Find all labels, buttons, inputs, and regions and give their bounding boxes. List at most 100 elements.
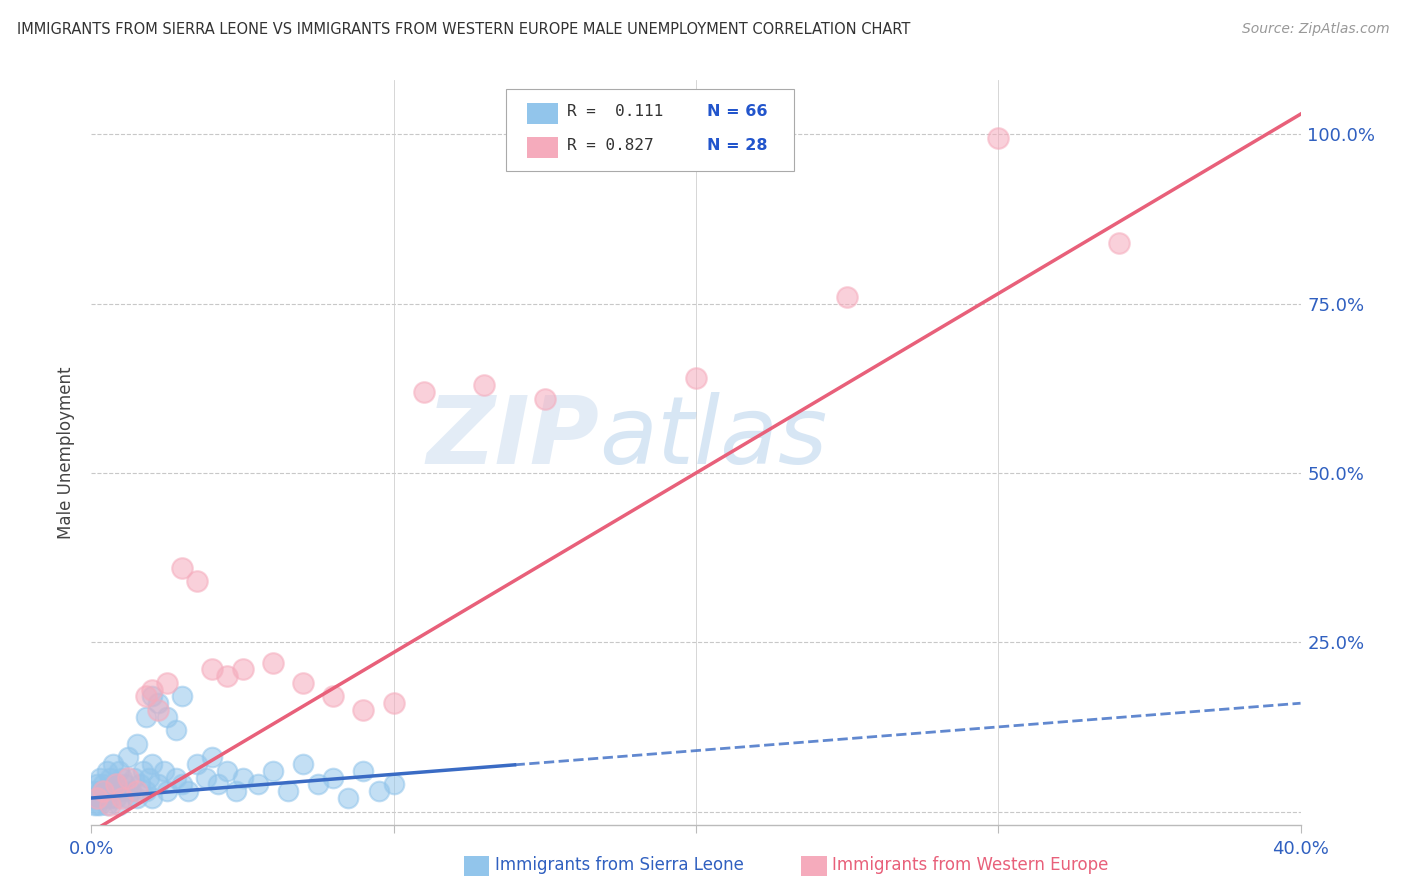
Point xyxy=(186,757,208,772)
Point xyxy=(132,764,155,778)
Point xyxy=(172,777,194,791)
Point xyxy=(231,662,253,676)
Point xyxy=(111,791,132,805)
Point xyxy=(225,784,247,798)
Point xyxy=(93,784,115,798)
Point xyxy=(83,791,105,805)
Point xyxy=(292,757,315,772)
Point xyxy=(98,797,121,812)
Point xyxy=(96,784,118,798)
Point xyxy=(89,771,111,785)
Point xyxy=(104,791,127,805)
Point xyxy=(93,777,115,791)
Point xyxy=(135,784,157,798)
Y-axis label: Male Unemployment: Male Unemployment xyxy=(58,367,76,539)
Point xyxy=(98,771,121,785)
Text: R = 0.827: R = 0.827 xyxy=(567,138,654,153)
Point xyxy=(104,777,127,791)
Point xyxy=(307,777,329,791)
Point xyxy=(83,797,105,812)
Point xyxy=(101,784,124,798)
Point xyxy=(98,791,121,805)
Point xyxy=(165,723,187,738)
Text: N = 66: N = 66 xyxy=(707,104,768,119)
Point xyxy=(201,662,224,676)
Text: N = 28: N = 28 xyxy=(707,138,768,153)
Text: Immigrants from Sierra Leone: Immigrants from Sierra Leone xyxy=(495,856,744,874)
Point xyxy=(382,696,405,710)
Point xyxy=(111,784,132,798)
Point xyxy=(96,797,118,812)
Point xyxy=(1108,235,1130,250)
Point xyxy=(322,771,344,785)
Point xyxy=(125,791,148,805)
Point xyxy=(292,676,315,690)
Point xyxy=(156,784,179,798)
Point xyxy=(83,784,105,798)
Point xyxy=(177,784,200,798)
Point xyxy=(337,791,360,805)
Point xyxy=(86,797,108,812)
Point xyxy=(172,690,194,704)
Point xyxy=(122,771,145,785)
Point xyxy=(472,378,495,392)
Point xyxy=(89,797,111,812)
Point xyxy=(86,777,108,791)
Text: Immigrants from Western Europe: Immigrants from Western Europe xyxy=(832,856,1109,874)
Point xyxy=(262,764,284,778)
Point xyxy=(138,771,160,785)
Point xyxy=(125,737,148,751)
Point xyxy=(231,771,253,785)
Point xyxy=(111,771,132,785)
Point xyxy=(89,784,111,798)
Point xyxy=(217,764,239,778)
Point xyxy=(107,764,129,778)
Point xyxy=(86,791,108,805)
Point xyxy=(135,710,157,724)
Point xyxy=(141,690,163,704)
Point xyxy=(141,682,163,697)
Point xyxy=(533,392,555,406)
Point xyxy=(146,703,169,717)
Point xyxy=(107,797,129,812)
Point xyxy=(117,750,139,764)
Point xyxy=(246,777,269,791)
Point xyxy=(96,764,118,778)
Point xyxy=(117,771,139,785)
Point xyxy=(101,757,124,772)
Point xyxy=(195,771,218,785)
Point xyxy=(135,690,157,704)
Point xyxy=(156,710,179,724)
Text: atlas: atlas xyxy=(599,392,828,483)
Point xyxy=(141,757,163,772)
Text: Source: ZipAtlas.com: Source: ZipAtlas.com xyxy=(1241,22,1389,37)
Point xyxy=(382,777,405,791)
Point xyxy=(217,669,239,683)
Point xyxy=(141,791,163,805)
Point xyxy=(120,784,142,798)
Text: ZIP: ZIP xyxy=(426,392,599,483)
Point xyxy=(146,777,169,791)
Point xyxy=(186,574,208,589)
Point xyxy=(367,784,389,798)
Text: IMMIGRANTS FROM SIERRA LEONE VS IMMIGRANTS FROM WESTERN EUROPE MALE UNEMPLOYMENT: IMMIGRANTS FROM SIERRA LEONE VS IMMIGRAN… xyxy=(17,22,910,37)
Point xyxy=(146,696,169,710)
Point xyxy=(322,690,344,704)
Text: R =  0.111: R = 0.111 xyxy=(567,104,662,119)
Point xyxy=(128,777,150,791)
Point xyxy=(114,777,136,791)
Point xyxy=(156,676,179,690)
Point xyxy=(93,791,115,805)
Point xyxy=(685,371,707,385)
Point xyxy=(165,771,187,785)
Point xyxy=(125,784,148,798)
Point xyxy=(277,784,299,798)
Point xyxy=(201,750,224,764)
Point xyxy=(153,764,176,778)
Point xyxy=(352,764,374,778)
Point xyxy=(262,656,284,670)
Point xyxy=(352,703,374,717)
Point xyxy=(835,290,858,304)
Point xyxy=(117,791,139,805)
Point xyxy=(86,791,108,805)
